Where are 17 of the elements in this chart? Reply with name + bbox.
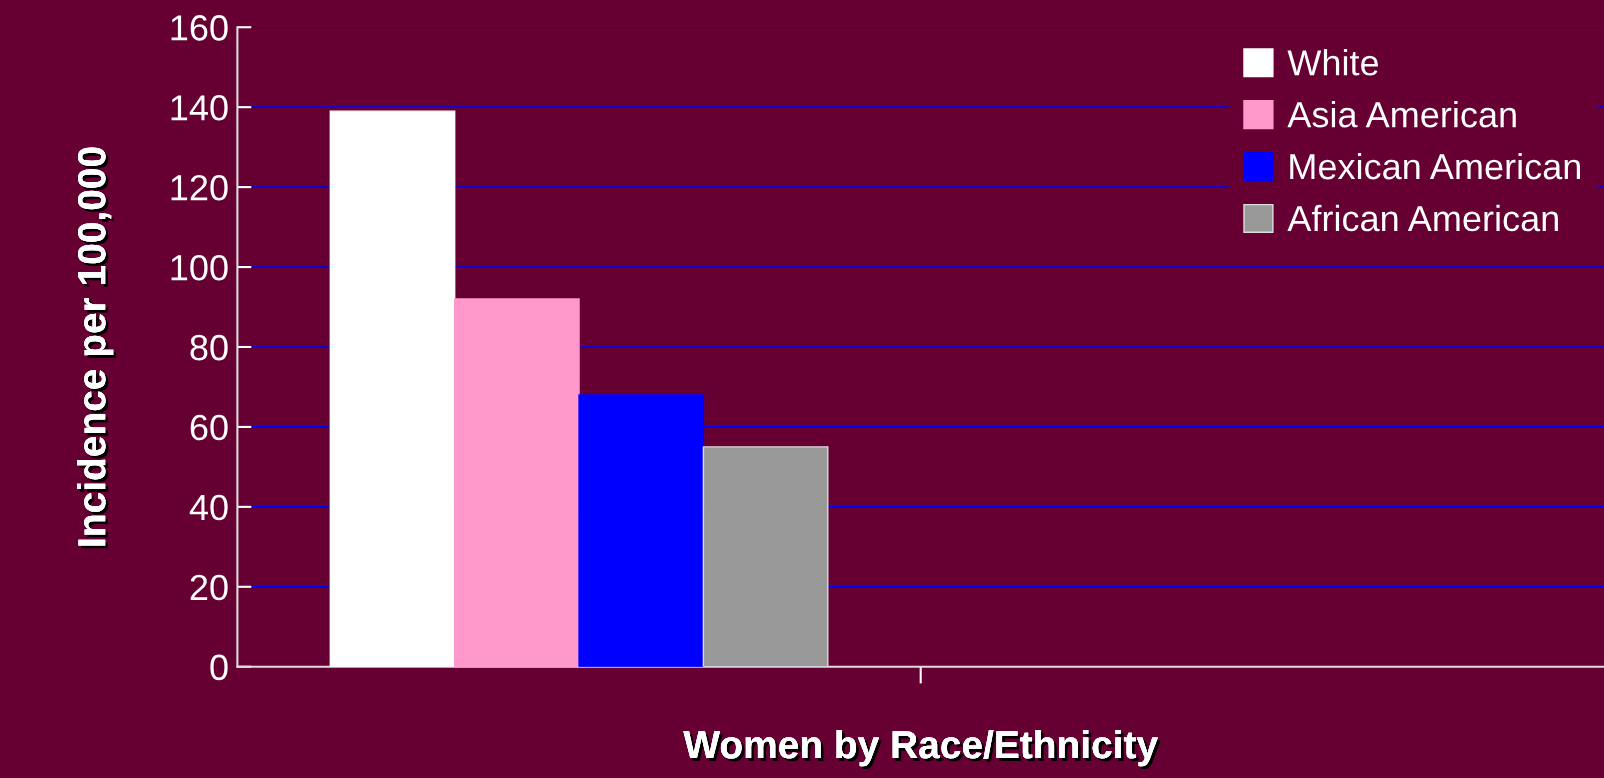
y-tick-label: 120 xyxy=(171,174,228,201)
x-axis-title: Women by Race/Ethnicity xyxy=(683,729,1161,769)
y-tick-label: 0 xyxy=(210,654,228,681)
legend-label: White xyxy=(1287,49,1379,76)
y-tick-label: 100 xyxy=(171,254,228,281)
bar xyxy=(453,298,580,667)
y-tick-label: 80 xyxy=(190,334,228,361)
y-tick-label: 160 xyxy=(171,15,228,41)
y-tick-label: 40 xyxy=(189,494,228,521)
y-tick-label: 20 xyxy=(190,574,228,601)
y-axis-title: Incidence per 100,000 xyxy=(77,147,117,549)
legend-label: Asia American xyxy=(1287,101,1516,128)
y-tick-label: 140 xyxy=(171,95,228,121)
legend-label: Mexican American xyxy=(1290,152,1580,180)
y-tick-label: 60 xyxy=(190,414,228,441)
legend-label: African American xyxy=(1287,204,1558,232)
bar xyxy=(329,110,456,667)
